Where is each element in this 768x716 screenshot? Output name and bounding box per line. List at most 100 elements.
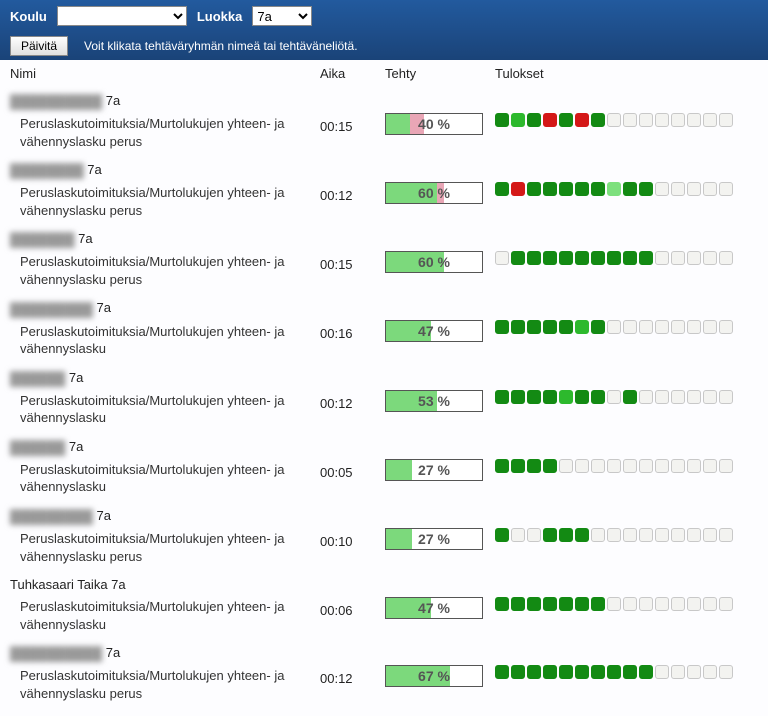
- result-cell[interactable]: [719, 665, 733, 679]
- task-name[interactable]: Peruslaskutoimituksia/Murtolukujen yhtee…: [10, 323, 310, 358]
- result-cell[interactable]: [495, 182, 509, 196]
- task-name[interactable]: Peruslaskutoimituksia/Murtolukujen yhtee…: [10, 253, 310, 288]
- task-name[interactable]: Peruslaskutoimituksia/Murtolukujen yhtee…: [10, 667, 310, 702]
- result-cell[interactable]: [559, 251, 573, 265]
- result-cell[interactable]: [575, 113, 589, 127]
- result-cell[interactable]: [543, 528, 557, 542]
- result-cell[interactable]: [623, 390, 637, 404]
- result-cell[interactable]: [511, 251, 525, 265]
- result-cell[interactable]: [591, 320, 605, 334]
- result-cell[interactable]: [719, 182, 733, 196]
- result-cell[interactable]: [527, 113, 541, 127]
- result-cell[interactable]: [607, 597, 621, 611]
- result-cell[interactable]: [687, 320, 701, 334]
- result-cell[interactable]: [575, 528, 589, 542]
- result-cell[interactable]: [543, 113, 557, 127]
- student-name[interactable]: █████████ 7a: [10, 508, 310, 524]
- result-cell[interactable]: [703, 320, 717, 334]
- result-cell[interactable]: [655, 251, 669, 265]
- result-cell[interactable]: [655, 182, 669, 196]
- result-cell[interactable]: [719, 113, 733, 127]
- result-cell[interactable]: [671, 320, 685, 334]
- result-cell[interactable]: [527, 528, 541, 542]
- koulu-select[interactable]: [57, 6, 187, 26]
- result-cell[interactable]: [543, 665, 557, 679]
- result-cell[interactable]: [591, 390, 605, 404]
- result-cell[interactable]: [591, 597, 605, 611]
- result-cell[interactable]: [623, 251, 637, 265]
- result-cell[interactable]: [527, 665, 541, 679]
- student-name[interactable]: ██████ 7a: [10, 370, 310, 386]
- result-cell[interactable]: [495, 665, 509, 679]
- result-cell[interactable]: [623, 113, 637, 127]
- result-cell[interactable]: [703, 390, 717, 404]
- student-name[interactable]: ██████████ 7a: [10, 645, 310, 661]
- result-cell[interactable]: [543, 251, 557, 265]
- result-cell[interactable]: [639, 390, 653, 404]
- result-cell[interactable]: [671, 665, 685, 679]
- result-cell[interactable]: [655, 665, 669, 679]
- result-cell[interactable]: [655, 597, 669, 611]
- result-cell[interactable]: [719, 459, 733, 473]
- result-cell[interactable]: [591, 113, 605, 127]
- result-cell[interactable]: [703, 251, 717, 265]
- result-cell[interactable]: [687, 597, 701, 611]
- student-name[interactable]: ██████ 7a: [10, 439, 310, 455]
- result-cell[interactable]: [607, 182, 621, 196]
- result-cell[interactable]: [495, 459, 509, 473]
- result-cell[interactable]: [671, 113, 685, 127]
- result-cell[interactable]: [591, 665, 605, 679]
- result-cell[interactable]: [527, 597, 541, 611]
- result-cell[interactable]: [639, 597, 653, 611]
- result-cell[interactable]: [687, 528, 701, 542]
- result-cell[interactable]: [623, 320, 637, 334]
- result-cell[interactable]: [607, 390, 621, 404]
- result-cell[interactable]: [719, 528, 733, 542]
- result-cell[interactable]: [495, 597, 509, 611]
- result-cell[interactable]: [639, 251, 653, 265]
- result-cell[interactable]: [671, 597, 685, 611]
- result-cell[interactable]: [559, 597, 573, 611]
- result-cell[interactable]: [703, 113, 717, 127]
- result-cell[interactable]: [511, 597, 525, 611]
- result-cell[interactable]: [511, 320, 525, 334]
- result-cell[interactable]: [703, 528, 717, 542]
- result-cell[interactable]: [671, 528, 685, 542]
- result-cell[interactable]: [559, 390, 573, 404]
- result-cell[interactable]: [703, 182, 717, 196]
- result-cell[interactable]: [575, 320, 589, 334]
- result-cell[interactable]: [591, 251, 605, 265]
- result-cell[interactable]: [559, 665, 573, 679]
- result-cell[interactable]: [687, 665, 701, 679]
- result-cell[interactable]: [655, 528, 669, 542]
- result-cell[interactable]: [511, 113, 525, 127]
- result-cell[interactable]: [655, 113, 669, 127]
- student-name[interactable]: █████████ 7a: [10, 300, 310, 316]
- result-cell[interactable]: [623, 597, 637, 611]
- result-cell[interactable]: [527, 251, 541, 265]
- result-cell[interactable]: [607, 459, 621, 473]
- result-cell[interactable]: [671, 251, 685, 265]
- student-name[interactable]: ██████████ 7a: [10, 93, 310, 109]
- result-cell[interactable]: [543, 320, 557, 334]
- result-cell[interactable]: [511, 390, 525, 404]
- result-cell[interactable]: [495, 251, 509, 265]
- result-cell[interactable]: [559, 459, 573, 473]
- result-cell[interactable]: [591, 459, 605, 473]
- luokka-select[interactable]: 7a: [252, 6, 312, 26]
- result-cell[interactable]: [639, 320, 653, 334]
- result-cell[interactable]: [639, 528, 653, 542]
- result-cell[interactable]: [495, 320, 509, 334]
- student-name[interactable]: ███████ 7a: [10, 231, 310, 247]
- result-cell[interactable]: [687, 182, 701, 196]
- result-cell[interactable]: [511, 665, 525, 679]
- result-cell[interactable]: [639, 113, 653, 127]
- result-cell[interactable]: [639, 665, 653, 679]
- result-cell[interactable]: [495, 528, 509, 542]
- task-name[interactable]: Peruslaskutoimituksia/Murtolukujen yhtee…: [10, 461, 310, 496]
- result-cell[interactable]: [671, 390, 685, 404]
- result-cell[interactable]: [591, 528, 605, 542]
- result-cell[interactable]: [607, 320, 621, 334]
- result-cell[interactable]: [703, 665, 717, 679]
- result-cell[interactable]: [543, 459, 557, 473]
